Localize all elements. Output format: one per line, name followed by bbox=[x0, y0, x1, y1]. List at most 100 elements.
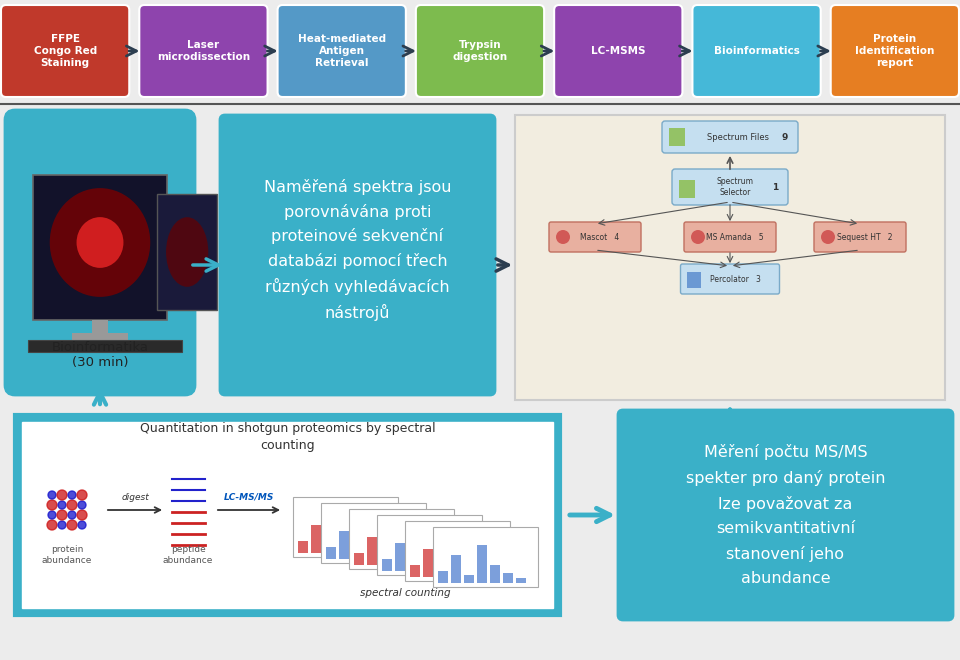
Bar bbox=[410, 565, 420, 577]
Circle shape bbox=[47, 500, 57, 510]
Bar bbox=[92, 320, 108, 334]
Bar bbox=[490, 565, 500, 583]
Bar bbox=[447, 561, 457, 571]
Text: 9: 9 bbox=[781, 133, 788, 141]
Circle shape bbox=[47, 520, 57, 530]
Bar bbox=[438, 571, 448, 583]
Text: LC-MS/MS: LC-MS/MS bbox=[224, 492, 275, 502]
Bar bbox=[298, 541, 308, 553]
Circle shape bbox=[58, 521, 66, 529]
FancyBboxPatch shape bbox=[416, 5, 544, 97]
Text: Sequest HT   2: Sequest HT 2 bbox=[837, 232, 893, 242]
Text: Mascot   4: Mascot 4 bbox=[581, 232, 619, 242]
FancyBboxPatch shape bbox=[5, 110, 195, 395]
Text: Spectrum
Selector: Spectrum Selector bbox=[716, 178, 754, 197]
Bar bbox=[462, 559, 472, 577]
FancyBboxPatch shape bbox=[618, 410, 953, 620]
Text: peptide
abundance: peptide abundance bbox=[163, 545, 213, 565]
Bar bbox=[503, 573, 513, 583]
Text: 1: 1 bbox=[772, 183, 779, 191]
Circle shape bbox=[78, 521, 86, 529]
Bar bbox=[391, 549, 401, 559]
FancyBboxPatch shape bbox=[554, 5, 683, 97]
Circle shape bbox=[57, 510, 67, 520]
Bar bbox=[337, 515, 347, 553]
Bar bbox=[395, 543, 405, 571]
Bar bbox=[436, 569, 446, 577]
Text: Laser
microdissection: Laser microdissection bbox=[156, 40, 250, 62]
Bar bbox=[339, 531, 349, 559]
Bar bbox=[365, 521, 375, 559]
Bar bbox=[367, 537, 377, 565]
Bar bbox=[326, 547, 336, 559]
Ellipse shape bbox=[77, 217, 124, 268]
Bar bbox=[432, 560, 442, 565]
Bar bbox=[22, 422, 553, 608]
Circle shape bbox=[48, 511, 56, 519]
Text: MS Amanda   5: MS Amanda 5 bbox=[707, 232, 764, 242]
Ellipse shape bbox=[556, 230, 570, 244]
Bar bbox=[349, 509, 454, 569]
Bar bbox=[72, 333, 128, 340]
FancyBboxPatch shape bbox=[692, 5, 821, 97]
Bar bbox=[380, 557, 390, 565]
Bar bbox=[376, 548, 386, 553]
FancyBboxPatch shape bbox=[681, 264, 780, 294]
Text: Naměřená spektra jsou
porovnávána proti
proteinové sekvenční
databázi pomocí tře: Naměřená spektra jsou porovnávána proti … bbox=[264, 180, 451, 321]
Bar bbox=[311, 525, 321, 553]
Bar bbox=[515, 115, 945, 400]
Bar bbox=[324, 545, 334, 553]
Bar bbox=[405, 521, 510, 581]
Text: LC-MSMS: LC-MSMS bbox=[591, 46, 645, 56]
Text: Bioinformatics: Bioinformatics bbox=[713, 46, 800, 56]
Bar bbox=[477, 545, 487, 583]
FancyBboxPatch shape bbox=[830, 5, 959, 97]
Circle shape bbox=[78, 501, 86, 509]
FancyBboxPatch shape bbox=[139, 5, 268, 97]
FancyBboxPatch shape bbox=[277, 5, 406, 97]
Bar bbox=[408, 563, 418, 571]
Bar bbox=[382, 559, 392, 571]
Circle shape bbox=[68, 491, 76, 499]
Bar bbox=[516, 578, 526, 583]
Bar bbox=[15, 415, 560, 615]
Bar bbox=[669, 128, 685, 146]
Text: Spectrum Files: Spectrum Files bbox=[707, 133, 769, 141]
Bar bbox=[433, 527, 538, 587]
Text: digest: digest bbox=[121, 492, 149, 502]
FancyBboxPatch shape bbox=[1, 5, 130, 97]
Bar bbox=[464, 575, 474, 583]
Text: FFPE
Congo Red
Staining: FFPE Congo Red Staining bbox=[34, 34, 97, 67]
FancyBboxPatch shape bbox=[549, 222, 641, 252]
Bar bbox=[354, 553, 364, 565]
Text: Protein
Identification
report: Protein Identification report bbox=[855, 34, 934, 67]
Text: Heat-mediated
Antigen
Retrieval: Heat-mediated Antigen Retrieval bbox=[298, 34, 386, 67]
Bar bbox=[404, 554, 414, 559]
Ellipse shape bbox=[691, 230, 705, 244]
FancyBboxPatch shape bbox=[220, 115, 495, 395]
Circle shape bbox=[67, 500, 77, 510]
FancyBboxPatch shape bbox=[662, 121, 798, 153]
Circle shape bbox=[48, 491, 56, 499]
Bar bbox=[421, 533, 431, 571]
Circle shape bbox=[77, 510, 87, 520]
Text: Percolator   3: Percolator 3 bbox=[709, 275, 760, 284]
Bar bbox=[406, 547, 416, 565]
Text: Quantitation in shotgun proteomics by spectral
counting: Quantitation in shotgun proteomics by sp… bbox=[140, 422, 435, 452]
Text: Bioinformatika
(30 min): Bioinformatika (30 min) bbox=[52, 341, 149, 369]
Bar bbox=[393, 527, 403, 565]
Bar bbox=[363, 543, 373, 553]
Circle shape bbox=[57, 490, 67, 500]
Bar bbox=[33, 175, 167, 320]
Ellipse shape bbox=[50, 188, 151, 297]
Bar bbox=[449, 539, 459, 577]
Bar bbox=[377, 515, 482, 575]
Text: Trypsin
digestion: Trypsin digestion bbox=[452, 40, 508, 62]
FancyBboxPatch shape bbox=[684, 222, 776, 252]
Bar bbox=[686, 272, 701, 288]
Circle shape bbox=[67, 520, 77, 530]
Bar bbox=[321, 503, 426, 563]
Bar bbox=[293, 497, 398, 557]
Circle shape bbox=[77, 490, 87, 500]
FancyBboxPatch shape bbox=[814, 222, 906, 252]
